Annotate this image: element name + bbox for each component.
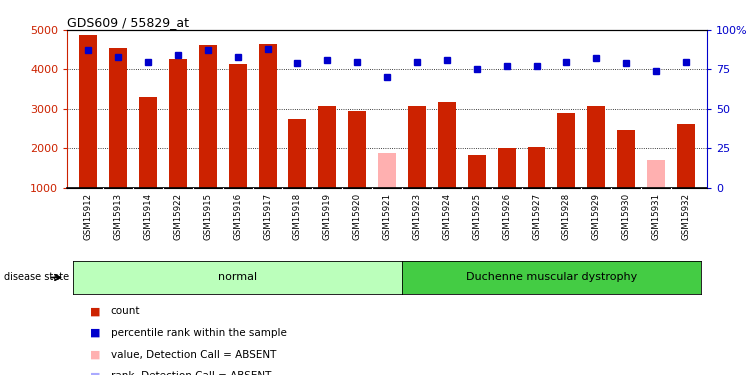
Text: GSM15919: GSM15919: [323, 194, 332, 240]
Text: value, Detection Call = ABSENT: value, Detection Call = ABSENT: [111, 350, 276, 360]
Text: GSM15930: GSM15930: [622, 194, 631, 240]
Bar: [527, 147, 545, 188]
Bar: [408, 106, 426, 188]
Text: GSM15922: GSM15922: [174, 194, 183, 240]
Bar: [79, 35, 97, 188]
Bar: [677, 124, 695, 188]
Text: GSM15924: GSM15924: [442, 194, 451, 240]
Bar: [617, 130, 635, 188]
Text: GSM15916: GSM15916: [233, 194, 242, 240]
Text: percentile rank within the sample: percentile rank within the sample: [111, 328, 286, 338]
Bar: [229, 64, 247, 188]
Text: GDS609 / 55829_at: GDS609 / 55829_at: [67, 16, 189, 29]
Text: rank, Detection Call = ABSENT: rank, Detection Call = ABSENT: [111, 372, 271, 375]
Bar: [378, 153, 396, 188]
Text: GSM15932: GSM15932: [681, 194, 690, 240]
Bar: [139, 98, 157, 188]
Text: ■: ■: [90, 350, 100, 360]
Text: normal: normal: [218, 273, 257, 282]
Text: ■: ■: [90, 372, 100, 375]
Text: GSM15923: GSM15923: [412, 194, 421, 240]
Text: GSM15918: GSM15918: [293, 194, 302, 240]
Text: GSM15925: GSM15925: [472, 194, 481, 240]
Bar: [349, 111, 367, 188]
Bar: [557, 114, 575, 188]
Bar: [587, 106, 605, 188]
Text: ■: ■: [90, 306, 100, 316]
Bar: [497, 148, 515, 188]
Text: GSM15913: GSM15913: [114, 194, 123, 240]
Bar: [259, 44, 277, 188]
Bar: [169, 59, 187, 188]
Text: GSM15914: GSM15914: [144, 194, 153, 240]
Text: count: count: [111, 306, 140, 316]
Text: GSM15920: GSM15920: [353, 194, 362, 240]
Text: GSM15931: GSM15931: [652, 194, 660, 240]
Bar: [109, 48, 127, 188]
Text: ■: ■: [90, 328, 100, 338]
Bar: [289, 119, 307, 188]
Text: GSM15917: GSM15917: [263, 194, 272, 240]
Text: Duchenne muscular dystrophy: Duchenne muscular dystrophy: [466, 273, 637, 282]
Text: GSM15926: GSM15926: [502, 194, 511, 240]
Bar: [438, 102, 456, 188]
Text: GSM15927: GSM15927: [532, 194, 541, 240]
Text: disease state: disease state: [4, 273, 69, 282]
Bar: [319, 106, 337, 188]
Text: GSM15921: GSM15921: [382, 194, 392, 240]
Bar: [647, 160, 665, 188]
Bar: [199, 45, 217, 188]
Text: GSM15928: GSM15928: [562, 194, 571, 240]
Bar: [468, 155, 485, 188]
Text: GSM15915: GSM15915: [203, 194, 212, 240]
Text: GSM15929: GSM15929: [592, 194, 601, 240]
Text: GSM15912: GSM15912: [84, 194, 93, 240]
